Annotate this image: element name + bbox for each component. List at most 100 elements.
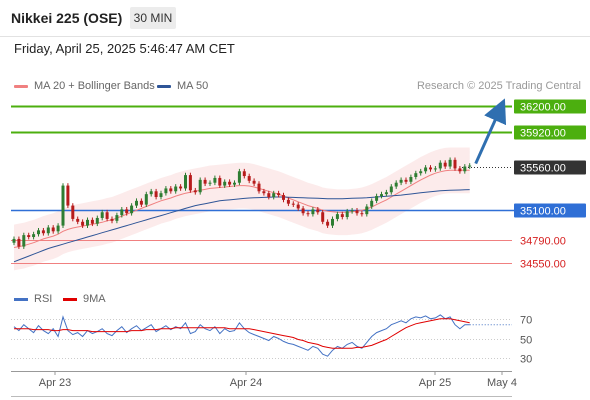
level-tag-35560.00 — [514, 160, 586, 175]
candle — [135, 200, 138, 206]
candle — [468, 165, 472, 167]
candle — [306, 213, 310, 215]
rsi-tick-30: 30 — [520, 354, 532, 366]
candle — [203, 179, 207, 184]
candle — [41, 230, 45, 234]
candle — [448, 159, 452, 167]
candle — [149, 191, 153, 195]
candle — [233, 182, 236, 185]
candle — [188, 175, 192, 191]
level-label-35560.00: 35560.00 — [520, 163, 566, 175]
x-tick-May-4: May 4 — [487, 377, 517, 389]
candle — [174, 186, 178, 192]
candle — [237, 171, 241, 183]
candle — [242, 171, 246, 177]
candle — [86, 219, 89, 226]
candle — [370, 200, 374, 207]
rsi-tick-50: 50 — [520, 335, 532, 347]
candle — [193, 190, 197, 193]
level-label-35920.00: 35920.00 — [520, 128, 566, 140]
candle — [17, 238, 21, 247]
candle — [110, 218, 114, 221]
level-label-35100.00: 35100.00 — [520, 206, 566, 218]
candle — [22, 235, 26, 247]
candle — [198, 179, 202, 193]
candle — [375, 196, 379, 201]
candle — [326, 221, 330, 226]
candle — [340, 214, 344, 218]
level-label-36200.00: 36200.00 — [520, 102, 566, 114]
candle — [90, 219, 94, 224]
candle — [350, 210, 354, 212]
candle — [37, 230, 40, 235]
legend-ma50: MA 50 — [157, 80, 208, 92]
candle — [105, 212, 109, 219]
candle — [213, 177, 217, 183]
candle — [404, 179, 408, 182]
candle — [120, 209, 124, 216]
9ma-label: 9MA — [83, 293, 106, 305]
x-tick-Apr-25: Apr 25 — [419, 377, 451, 389]
candle — [463, 166, 467, 172]
candle — [95, 217, 99, 224]
candle — [409, 176, 413, 182]
candle — [360, 213, 364, 215]
candle — [208, 182, 212, 184]
candle — [443, 162, 447, 167]
candle — [453, 159, 457, 169]
candle — [429, 167, 432, 170]
x-tick-Apr-23: Apr 23 — [39, 377, 71, 389]
candle — [282, 195, 285, 200]
candle — [301, 208, 305, 214]
candle — [331, 218, 334, 226]
target-arrow — [474, 98, 507, 165]
rsi-label: RSI — [34, 293, 53, 305]
legend-ma20: MA 20 + Bollinger Bands — [14, 80, 155, 92]
candle — [27, 235, 31, 238]
rsi-ma-line — [14, 318, 470, 349]
candle — [61, 185, 65, 226]
candle — [51, 227, 55, 232]
candle — [345, 211, 349, 218]
candle — [139, 200, 143, 205]
candle — [414, 173, 418, 177]
candle — [184, 175, 187, 189]
rsi-tick-70: 70 — [520, 315, 532, 327]
ma50-label: MA 50 — [177, 80, 209, 92]
level-tag-35920.00 — [514, 125, 586, 140]
candle — [286, 199, 290, 204]
interval-button[interactable]: 30 MIN — [130, 7, 176, 29]
candle — [438, 162, 442, 169]
candle — [262, 191, 266, 194]
candle — [164, 188, 168, 194]
candle — [228, 181, 232, 185]
rsi-line — [13, 314, 470, 357]
ma20-swatch — [14, 84, 28, 88]
candle — [384, 192, 388, 195]
candle — [154, 191, 158, 198]
candle — [433, 168, 437, 170]
candle — [399, 179, 403, 183]
candle — [419, 171, 423, 174]
candle — [389, 186, 393, 193]
candle — [272, 193, 276, 198]
level-label-34550.00: 34550.00 — [520, 259, 566, 271]
candle — [169, 188, 173, 192]
candle — [424, 167, 428, 172]
instrument-title: Nikkei 225 (OSE) — [11, 10, 123, 26]
candle — [365, 206, 369, 215]
candle — [159, 193, 163, 198]
level-tag-35100.00 — [514, 203, 586, 218]
candle — [252, 180, 256, 184]
candle — [247, 176, 251, 181]
candle — [316, 209, 320, 213]
level-tag-36200.00 — [514, 99, 586, 114]
candle — [32, 234, 36, 238]
candle — [218, 177, 222, 186]
chart-header: Nikkei 225 (OSE) 30 MIN — [0, 0, 590, 37]
9ma-swatch — [63, 297, 77, 301]
bollinger-band — [14, 147, 470, 271]
candle — [277, 193, 281, 196]
level-label-34790.00: 34790.00 — [520, 236, 566, 248]
